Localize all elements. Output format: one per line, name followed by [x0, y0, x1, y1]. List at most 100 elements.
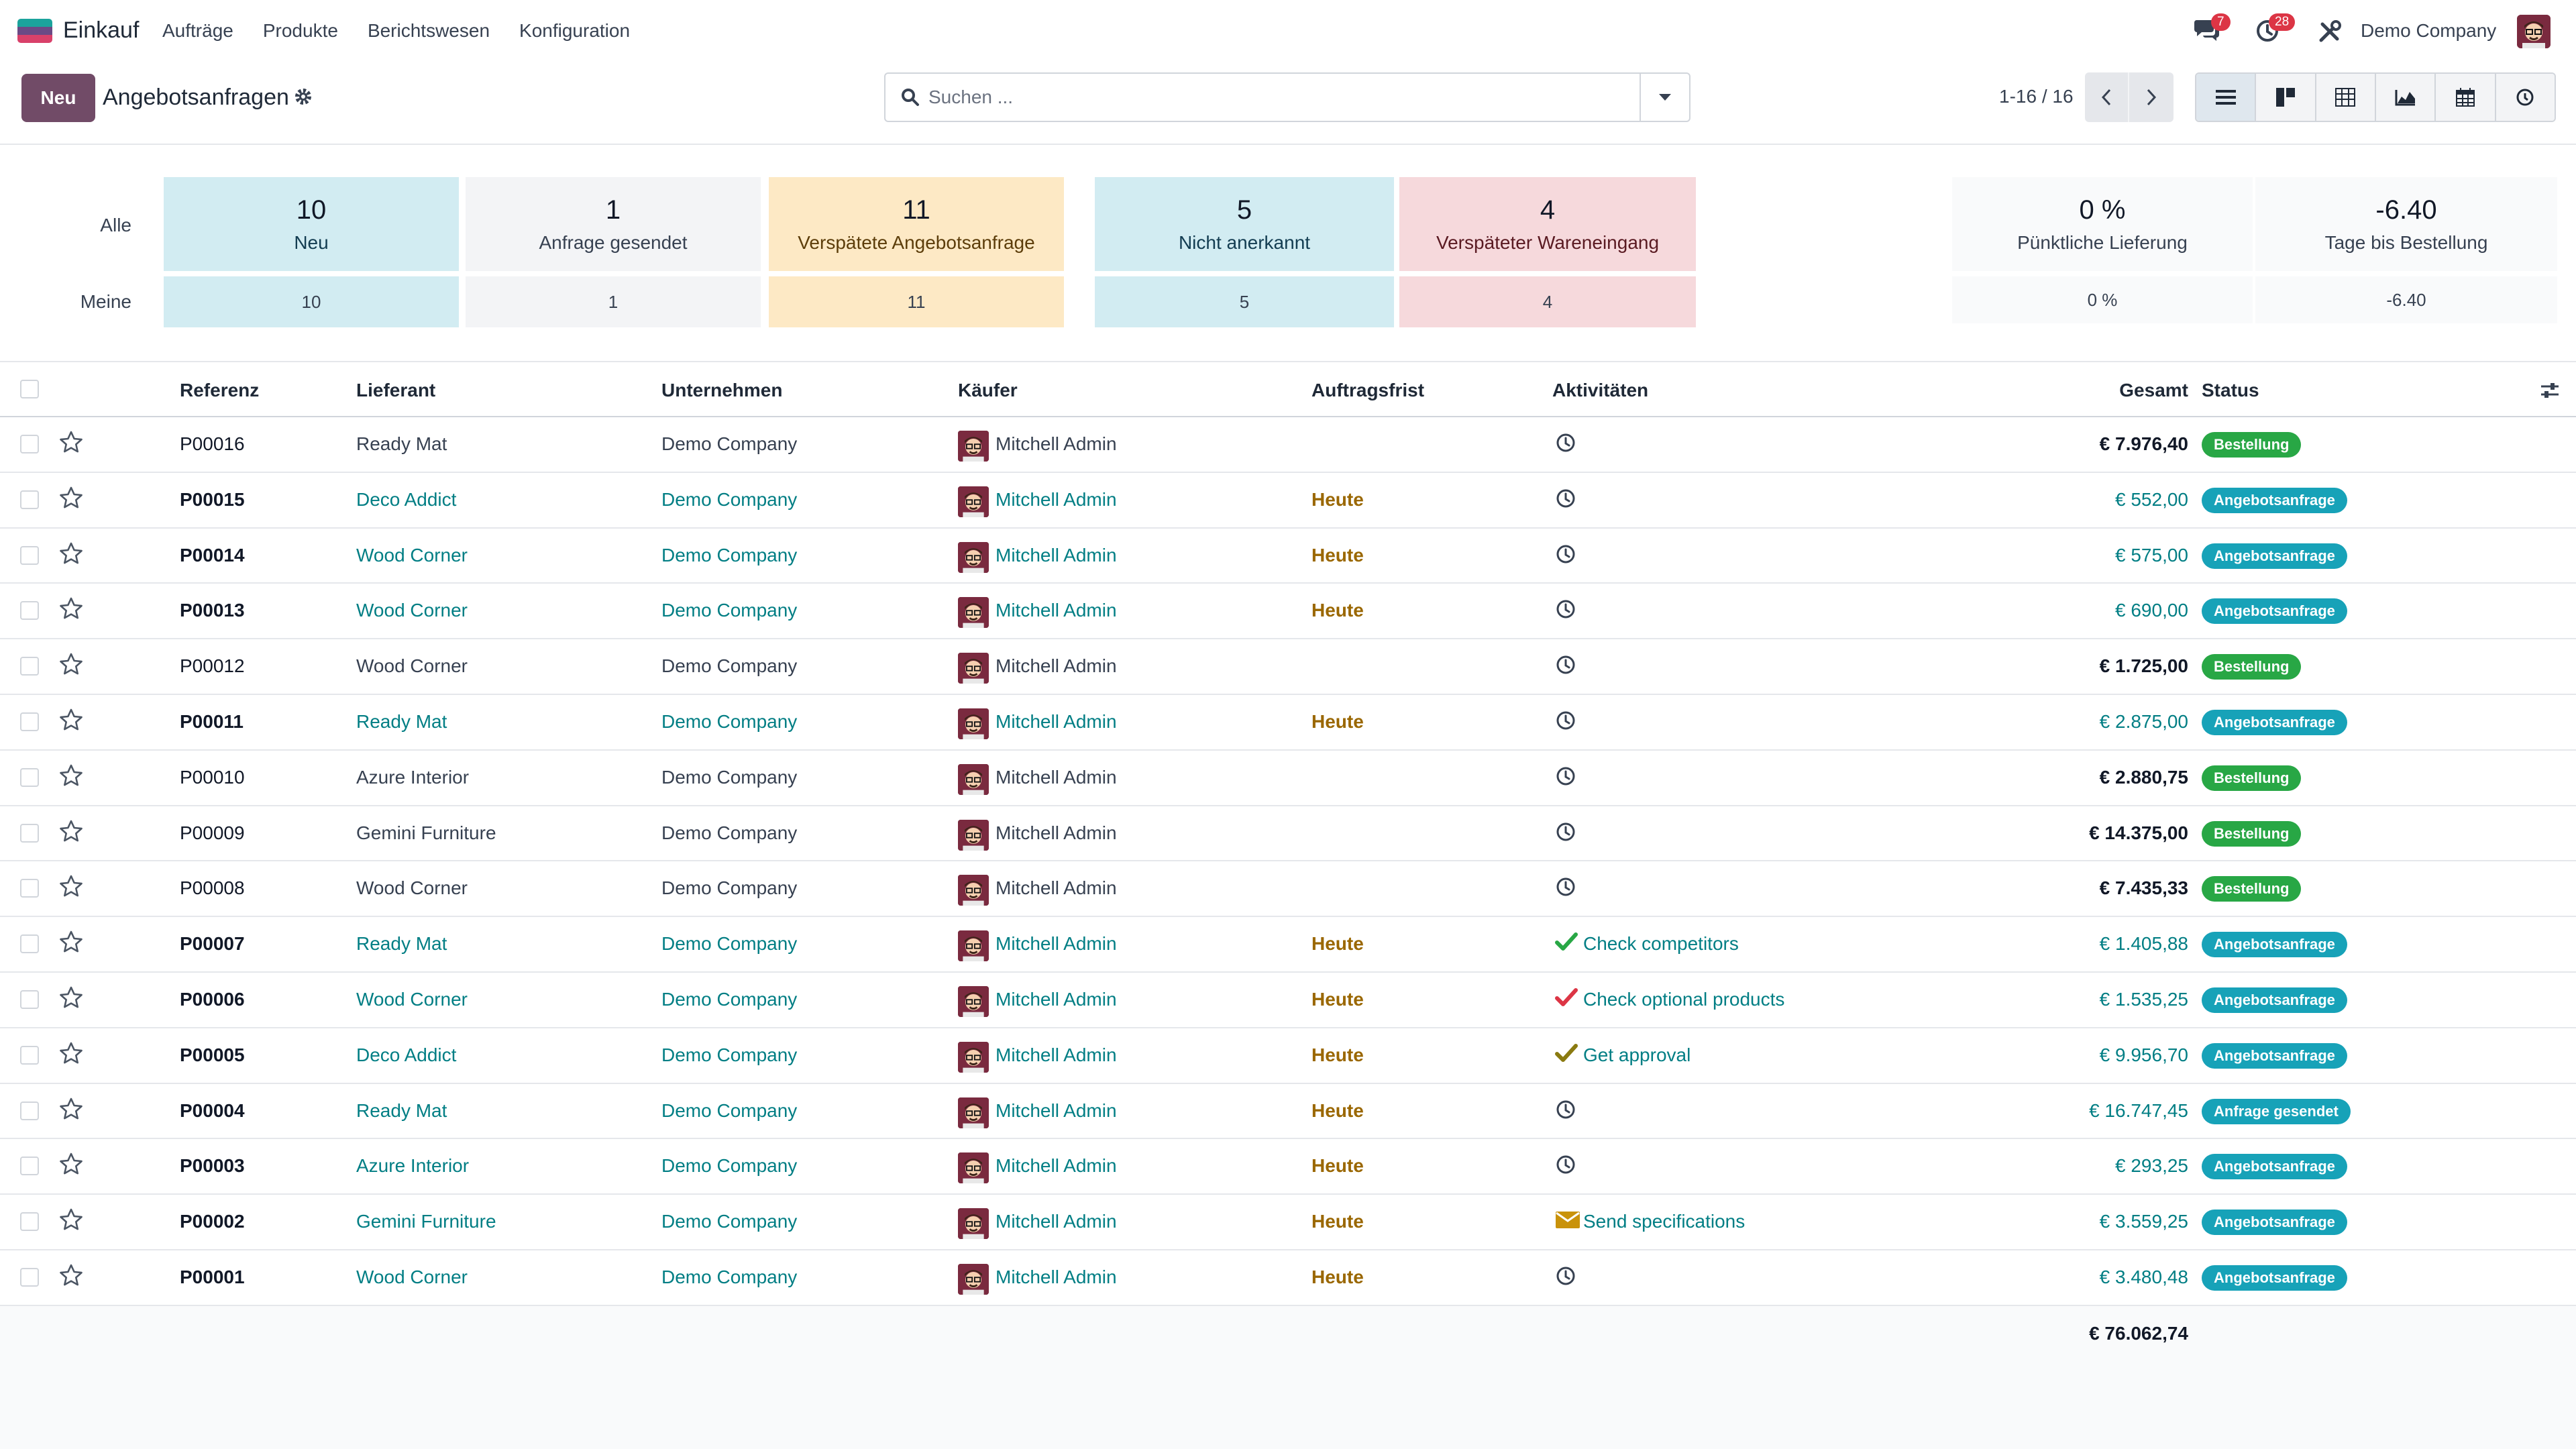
star-icon[interactable]: [59, 542, 83, 570]
row-checkbox[interactable]: [20, 1045, 39, 1065]
table-row[interactable]: P00003 Azure Interior Demo Company Mitchell…: [0, 1139, 2576, 1195]
row-checkbox[interactable]: [20, 879, 39, 898]
table-row[interactable]: P00015 Deco Addict Demo Company Mitchell Ad…: [0, 472, 2576, 529]
list-view-button[interactable]: [2196, 74, 2257, 121]
table-row[interactable]: P00010 Azure Interior Demo Company Mitchell…: [0, 750, 2576, 806]
row-checkbox[interactable]: [20, 989, 39, 1009]
column-header-deadline[interactable]: Auftragsfrist: [1311, 380, 1425, 400]
column-header-buyer[interactable]: Käufer: [958, 380, 1018, 400]
column-header-total[interactable]: Gesamt: [2119, 380, 2188, 400]
star-icon[interactable]: [59, 986, 83, 1014]
activity-clock-icon[interactable]: [1555, 821, 1576, 847]
tile-late-rfq[interactable]: 11 Verspätete Angebotsanfrage: [769, 177, 1064, 271]
search-options-toggle[interactable]: [1640, 74, 1689, 121]
star-icon[interactable]: [59, 431, 83, 458]
activity-clock-icon[interactable]: [1555, 543, 1576, 570]
pivot-view-button[interactable]: [2316, 74, 2376, 121]
table-row[interactable]: P00012 Wood Corner Demo Company Mitchell Ad…: [0, 639, 2576, 695]
tile-not-acknowledged-mine[interactable]: 5: [1095, 276, 1394, 327]
activity-clock-icon[interactable]: [1555, 1154, 1576, 1180]
tile-late-receipt[interactable]: 4 Verspäteter Wareneingang: [1399, 177, 1696, 271]
search-input[interactable]: [928, 80, 1599, 114]
kanban-view-button[interactable]: [2256, 74, 2316, 121]
table-row[interactable]: P00013 Wood Corner Demo Company Mitchell Ad…: [0, 584, 2576, 640]
row-checkbox[interactable]: [20, 823, 39, 843]
menu-item-produkte[interactable]: Produkte: [262, 20, 338, 41]
menu-item-berichtswesen[interactable]: Berichtswesen: [367, 20, 490, 41]
column-header-reference[interactable]: Referenz: [180, 380, 260, 400]
row-checkbox[interactable]: [20, 1212, 39, 1232]
star-icon[interactable]: [59, 1042, 83, 1069]
gear-icon[interactable]: [294, 87, 313, 111]
table-row[interactable]: P00002 Gemini Furniture Demo Company Mitche…: [0, 1195, 2576, 1250]
table-row[interactable]: P00004 Ready Mat Demo Company Mitchell Admi…: [0, 1083, 2576, 1140]
activity-clock-icon[interactable]: [1555, 432, 1576, 458]
graph-view-button[interactable]: [2375, 74, 2436, 121]
table-row[interactable]: P00005 Deco Addict Demo Company Mitchell Ad…: [0, 1028, 2576, 1084]
activity-clock-icon[interactable]: [1555, 710, 1576, 736]
row-checkbox[interactable]: [20, 1267, 39, 1287]
star-icon[interactable]: [59, 930, 83, 958]
menu-item-konfiguration[interactable]: Konfiguration: [519, 20, 631, 41]
tile-sent[interactable]: 1 Anfrage gesendet: [466, 177, 761, 271]
cell-activity[interactable]: Check optional products: [1583, 988, 1785, 1010]
activity-clock-icon[interactable]: [1555, 765, 1576, 792]
check-icon[interactable]: [1555, 932, 1578, 957]
row-checkbox[interactable]: [20, 545, 39, 565]
company-switcher[interactable]: Demo Company: [2361, 20, 2497, 41]
star-icon[interactable]: [59, 820, 83, 847]
tools-icon[interactable]: [2318, 20, 2341, 48]
new-button[interactable]: Neu: [21, 74, 95, 122]
row-checkbox[interactable]: [20, 1157, 39, 1176]
star-icon[interactable]: [59, 764, 83, 792]
pager-value[interactable]: 1-16 / 16: [1999, 86, 2074, 107]
activity-clock-icon[interactable]: [1555, 1265, 1576, 1291]
star-icon[interactable]: [59, 708, 83, 736]
activity-clock-icon[interactable]: [1555, 654, 1576, 680]
table-row[interactable]: P00006 Wood Corner Demo Company Mitchell Ad…: [0, 972, 2576, 1028]
activity-clock-icon[interactable]: [1555, 488, 1576, 514]
row-checkbox[interactable]: [20, 1101, 39, 1120]
row-checkbox[interactable]: [20, 490, 39, 509]
tile-sent-mine[interactable]: 1: [466, 276, 761, 327]
optional-columns-icon[interactable]: [2540, 381, 2560, 405]
activity-clock-icon[interactable]: [1555, 876, 1576, 902]
table-row[interactable]: P00009 Gemini Furniture Demo Company Mitche…: [0, 806, 2576, 862]
pager-next-button[interactable]: [2129, 72, 2174, 122]
row-checkbox[interactable]: [20, 601, 39, 621]
cell-activity[interactable]: Send specifications: [1583, 1211, 1746, 1232]
row-checkbox[interactable]: [20, 712, 39, 731]
check-icon[interactable]: [1555, 1043, 1578, 1068]
star-icon[interactable]: [59, 875, 83, 902]
column-header-vendor[interactable]: Lieferant: [356, 380, 436, 400]
star-icon[interactable]: [59, 1152, 83, 1180]
column-header-status[interactable]: Status: [2202, 380, 2259, 400]
star-icon[interactable]: [59, 1097, 83, 1125]
column-header-company[interactable]: Unternehmen: [661, 380, 783, 400]
menu-item-auftraege[interactable]: Aufträge: [162, 20, 233, 41]
activity-clock-icon[interactable]: [1555, 1099, 1576, 1125]
user-avatar[interactable]: [2517, 15, 2551, 48]
app-name[interactable]: Einkauf: [63, 17, 140, 43]
select-all-checkbox[interactable]: [20, 380, 39, 398]
pager-previous-button[interactable]: [2085, 72, 2129, 122]
star-icon[interactable]: [59, 597, 83, 625]
activity-view-button[interactable]: [2496, 74, 2555, 121]
check-icon[interactable]: [1555, 987, 1578, 1012]
cell-activity[interactable]: Check competitors: [1583, 933, 1739, 955]
table-row[interactable]: P00007 Ready Mat Demo Company Mitchell Admi…: [0, 917, 2576, 973]
activity-clock-icon[interactable]: [1555, 598, 1576, 625]
tile-not-acknowledged[interactable]: 5 Nicht anerkannt: [1095, 177, 1394, 271]
table-row[interactable]: P00016 Ready Mat Demo Company Mitchell Admi…: [0, 417, 2576, 473]
table-row[interactable]: P00014 Wood Corner Demo Company Mitchell Ad…: [0, 528, 2576, 584]
tile-new[interactable]: 10 Neu: [164, 177, 459, 271]
star-icon[interactable]: [59, 1208, 83, 1236]
calendar-view-button[interactable]: [2436, 74, 2496, 121]
table-row[interactable]: P00001 Wood Corner Demo Company Mitchell Ad…: [0, 1250, 2576, 1306]
row-checkbox[interactable]: [20, 767, 39, 787]
row-checkbox[interactable]: [20, 435, 39, 453]
clock-icon[interactable]: [2255, 19, 2279, 48]
envelope-icon[interactable]: [1555, 1210, 1580, 1234]
table-row[interactable]: P00011 Ready Mat Demo Company Mitchell Admi…: [0, 694, 2576, 751]
star-icon[interactable]: [59, 1264, 83, 1291]
